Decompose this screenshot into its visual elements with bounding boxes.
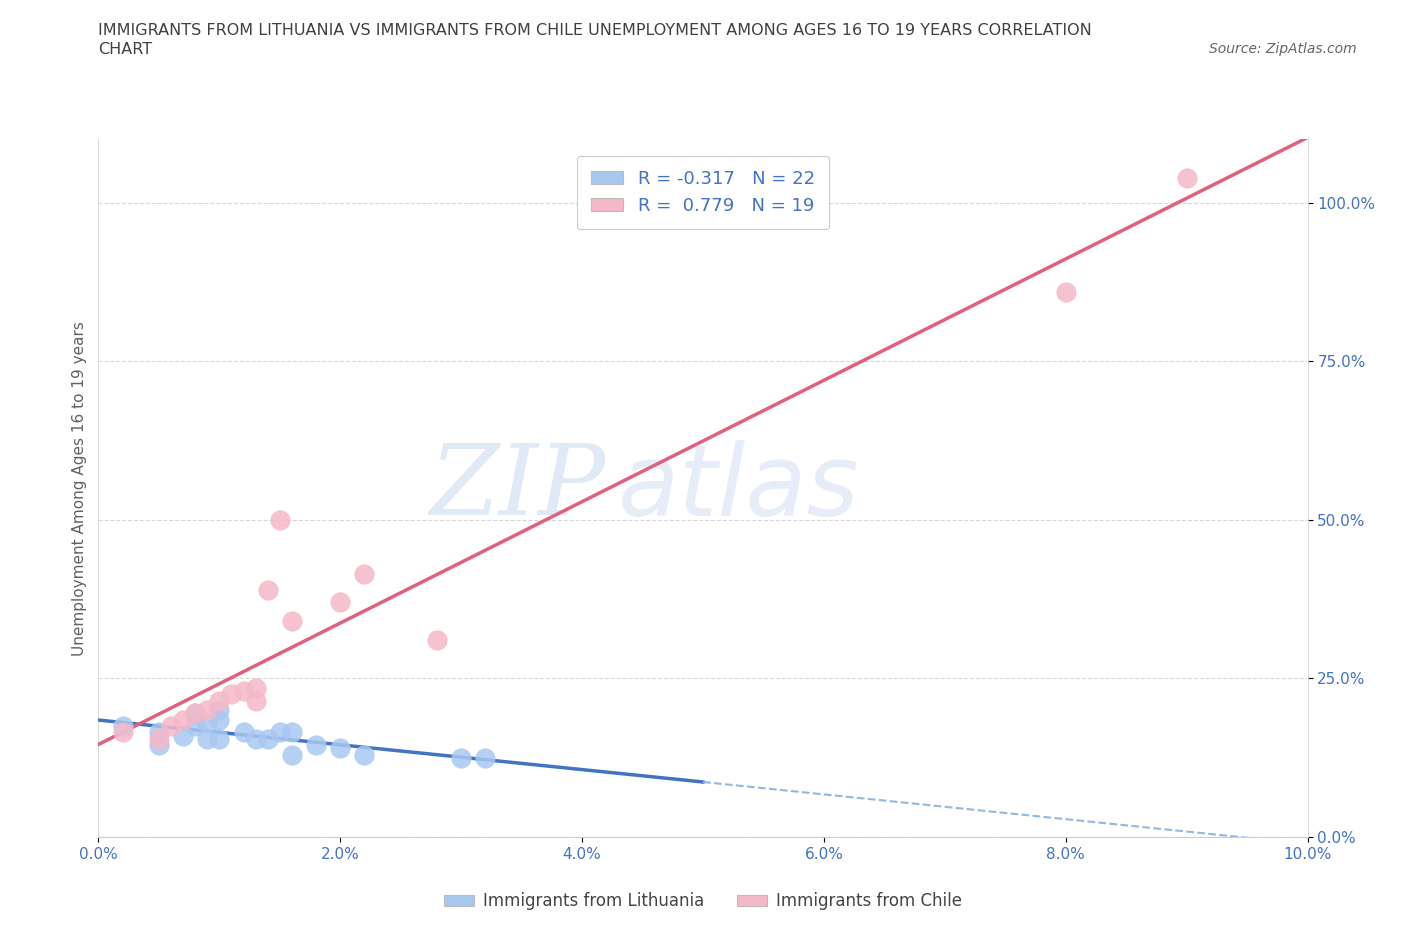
Point <box>208 731 231 746</box>
Point <box>172 712 194 727</box>
Point <box>1054 285 1077 299</box>
Point <box>195 715 218 730</box>
Point <box>148 725 170 740</box>
Point <box>329 741 352 756</box>
Point <box>208 703 231 718</box>
Point <box>208 712 231 727</box>
Y-axis label: Unemployment Among Ages 16 to 19 years: Unemployment Among Ages 16 to 19 years <box>72 321 87 656</box>
Point <box>329 595 352 610</box>
Point <box>281 614 304 629</box>
Text: Source: ZipAtlas.com: Source: ZipAtlas.com <box>1209 42 1357 56</box>
Legend: R = -0.317   N = 22, R =  0.779   N = 19: R = -0.317 N = 22, R = 0.779 N = 19 <box>576 155 830 230</box>
Point <box>353 747 375 762</box>
Point <box>111 725 134 740</box>
Point <box>281 747 304 762</box>
Point <box>450 751 472 765</box>
Text: CHART: CHART <box>98 42 152 57</box>
Point <box>148 737 170 752</box>
Point <box>195 731 218 746</box>
Text: IMMIGRANTS FROM LITHUANIA VS IMMIGRANTS FROM CHILE UNEMPLOYMENT AMONG AGES 16 TO: IMMIGRANTS FROM LITHUANIA VS IMMIGRANTS … <box>98 23 1092 38</box>
Point <box>426 633 449 648</box>
Point <box>305 737 328 752</box>
Point <box>269 512 291 527</box>
Point <box>148 731 170 746</box>
Point <box>1175 170 1198 185</box>
Point <box>111 719 134 734</box>
Text: ZIP: ZIP <box>430 441 606 536</box>
Point <box>184 706 207 721</box>
Legend: Immigrants from Lithuania, Immigrants from Chile: Immigrants from Lithuania, Immigrants fr… <box>437 885 969 917</box>
Point <box>172 728 194 743</box>
Point <box>184 706 207 721</box>
Point <box>208 693 231 708</box>
Point <box>353 566 375 581</box>
Point <box>184 719 207 734</box>
Point <box>281 725 304 740</box>
Point <box>256 582 278 597</box>
Point <box>245 731 267 746</box>
Point <box>245 693 267 708</box>
Point <box>256 731 278 746</box>
Point <box>269 725 291 740</box>
Point <box>245 681 267 696</box>
Text: atlas: atlas <box>619 440 860 537</box>
Point <box>232 725 254 740</box>
Point <box>195 703 218 718</box>
Point <box>221 687 243 702</box>
Point <box>232 684 254 698</box>
Point <box>160 719 183 734</box>
Point <box>474 751 496 765</box>
